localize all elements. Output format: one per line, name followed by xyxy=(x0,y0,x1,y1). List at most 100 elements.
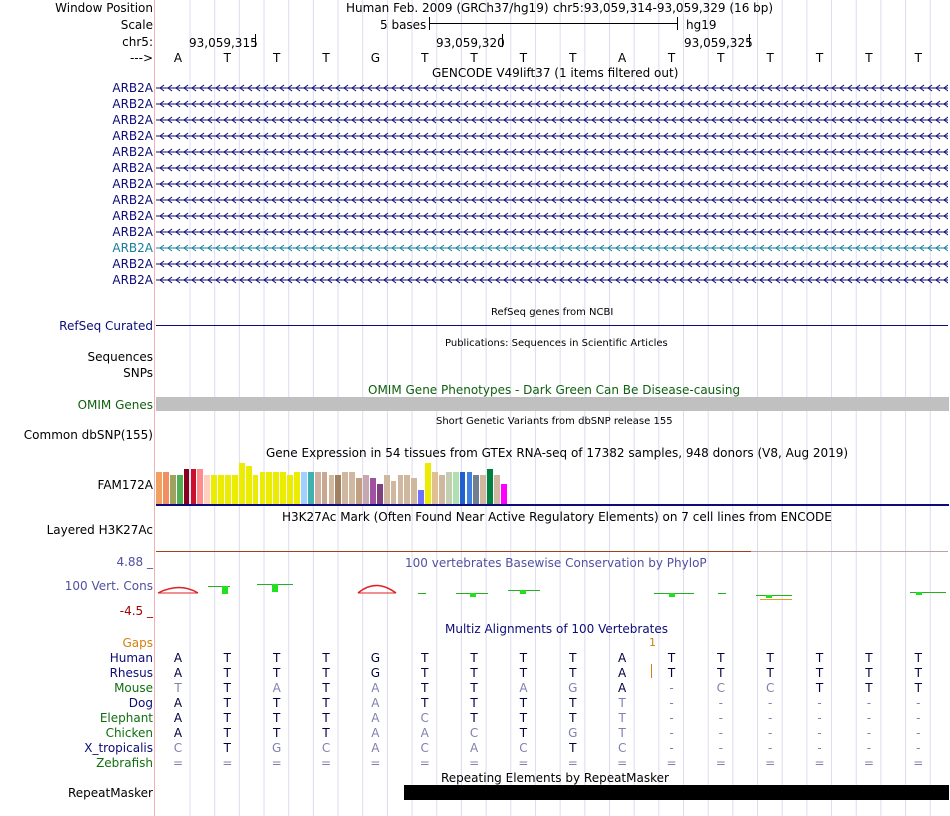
gencode-gene-label[interactable]: ARB2A xyxy=(112,145,153,159)
gencode-gene-label[interactable]: ARB2A xyxy=(112,177,153,191)
species-label[interactable]: Dog xyxy=(128,696,153,710)
gtex-tissue-bar[interactable] xyxy=(425,463,431,504)
gtex-tissue-bar[interactable] xyxy=(231,475,238,504)
gtex-tissue-bar[interactable] xyxy=(356,478,362,504)
gtex-tissue-bar[interactable] xyxy=(321,472,328,504)
dbsnp-track-label[interactable]: Common dbSNP(155) xyxy=(23,428,153,442)
phylop-track-label[interactable]: 100 Vert. Cons xyxy=(64,579,153,593)
gtex-tissue-bar[interactable] xyxy=(452,472,459,504)
gtex-tissue-bar[interactable] xyxy=(294,472,300,504)
gtex-tissue-bar[interactable] xyxy=(438,475,445,504)
gtex-tissue-bar[interactable] xyxy=(432,472,438,504)
gtex-track-label[interactable]: FAM172A xyxy=(97,478,153,492)
gencode-gene-label[interactable]: ARB2A xyxy=(112,97,153,111)
repeatmasker-track-label[interactable]: RepeatMasker xyxy=(67,786,153,800)
gencode-gene-feature[interactable] xyxy=(156,161,948,175)
gtex-tissue-bar[interactable] xyxy=(342,472,349,504)
gencode-gene-feature[interactable] xyxy=(156,177,948,191)
species-label[interactable]: Zebrafish xyxy=(96,756,153,770)
gtex-tissue-bar[interactable] xyxy=(300,472,307,504)
refseq-track-label[interactable]: RefSeq Curated xyxy=(59,319,153,333)
gencode-gene-label[interactable]: ARB2A xyxy=(112,209,153,223)
gtex-tissue-bar[interactable] xyxy=(349,472,356,504)
gtex-tissue-bar[interactable] xyxy=(252,475,259,504)
gencode-gene-feature[interactable] xyxy=(156,225,948,239)
h3k27ac-track-label[interactable]: Layered H3K27Ac xyxy=(46,523,153,537)
gencode-gene-label[interactable]: ARB2A xyxy=(112,241,153,255)
gtex-tissue-bar[interactable] xyxy=(211,475,218,504)
gtex-tissue-bar[interactable] xyxy=(404,475,411,504)
gtex-tissue-bar[interactable] xyxy=(494,475,500,504)
gtex-tissue-bar[interactable] xyxy=(418,490,425,504)
gencode-gene-label[interactable]: ARB2A xyxy=(112,193,153,207)
gencode-gene-label[interactable]: ARB2A xyxy=(112,257,153,271)
gtex-tissue-bar[interactable] xyxy=(183,469,190,504)
species-label[interactable]: Elephant xyxy=(99,711,153,725)
gtex-tissue-bar[interactable] xyxy=(197,469,204,504)
gtex-tissue-bar[interactable] xyxy=(411,478,418,504)
gtex-tissue-bar[interactable] xyxy=(225,475,231,504)
gencode-gene-label[interactable]: ARB2A xyxy=(112,273,153,287)
gtex-tissue-bar[interactable] xyxy=(307,472,314,504)
gencode-gene-label[interactable]: ARB2A xyxy=(112,161,153,175)
gtex-tissue-bar[interactable] xyxy=(501,484,507,504)
gencode-gene-label[interactable]: ARB2A xyxy=(112,129,153,143)
gtex-tissue-bar[interactable] xyxy=(287,475,293,504)
gencode-gene-feature[interactable] xyxy=(156,273,948,287)
publications-snps-label[interactable]: SNPs xyxy=(123,366,153,380)
gtex-tissue-bar[interactable] xyxy=(245,466,252,504)
gtex-tissue-bar[interactable] xyxy=(266,472,273,504)
strand-arrow xyxy=(639,196,645,204)
gtex-tissue-bar[interactable] xyxy=(190,469,197,504)
omim-track-label[interactable]: OMIM Genes xyxy=(77,398,153,412)
gtex-tissue-bar[interactable] xyxy=(176,475,183,504)
species-label[interactable]: Human xyxy=(109,651,153,665)
gtex-tissue-bar[interactable] xyxy=(280,472,287,504)
publications-sequences-label[interactable]: Sequences xyxy=(87,350,153,364)
gencode-gene-feature[interactable] xyxy=(156,97,948,111)
gtex-tissue-bar[interactable] xyxy=(487,469,494,504)
strand-arrow xyxy=(423,196,429,204)
species-label[interactable]: Chicken xyxy=(105,726,153,740)
species-label[interactable]: X_tropicalis xyxy=(84,741,153,755)
gencode-gene-feature[interactable] xyxy=(156,129,948,143)
gtex-tissue-bar[interactable] xyxy=(369,478,376,504)
gtex-tissue-bar[interactable] xyxy=(363,475,369,504)
gtex-tissue-bar[interactable] xyxy=(169,475,176,504)
gtex-tissue-bar[interactable] xyxy=(273,472,280,504)
gencode-gene-feature[interactable] xyxy=(156,113,948,127)
gencode-gene-feature[interactable] xyxy=(156,209,948,223)
species-label[interactable]: Mouse xyxy=(114,681,153,695)
gtex-tissue-bar[interactable] xyxy=(390,481,397,504)
gtex-tissue-bar[interactable] xyxy=(397,475,404,504)
gencode-gene-feature[interactable] xyxy=(156,257,948,271)
phylop-plot[interactable] xyxy=(156,576,950,600)
gtex-tissue-bar[interactable] xyxy=(238,463,245,504)
gtex-tissue-bar[interactable] xyxy=(445,472,452,504)
aligned-base: T xyxy=(223,741,232,755)
gencode-gene-label[interactable]: ARB2A xyxy=(112,81,153,95)
repeatmasker-feature-bar[interactable] xyxy=(404,785,949,800)
gtex-tissue-bar[interactable] xyxy=(480,475,487,504)
gtex-tissue-bar[interactable] xyxy=(259,472,266,504)
gencode-gene-feature[interactable] xyxy=(156,193,948,207)
gtex-tissue-bar[interactable] xyxy=(204,475,211,504)
gtex-tissue-bar[interactable] xyxy=(328,475,335,504)
species-label[interactable]: Rhesus xyxy=(109,666,153,680)
gtex-tissue-bar[interactable] xyxy=(335,475,342,504)
omim-feature-bar[interactable] xyxy=(156,397,949,411)
gtex-tissue-bar[interactable] xyxy=(314,472,321,504)
gencode-gene-feature[interactable] xyxy=(156,241,948,255)
gencode-gene-label[interactable]: ARB2A xyxy=(112,113,153,127)
gtex-tissue-bar[interactable] xyxy=(459,472,466,504)
gtex-tissue-bar[interactable] xyxy=(376,484,383,504)
gtex-tissue-bar[interactable] xyxy=(162,472,169,504)
gtex-tissue-bar[interactable] xyxy=(156,472,162,504)
gtex-tissue-bar[interactable] xyxy=(466,472,473,504)
gencode-gene-label[interactable]: ARB2A xyxy=(112,225,153,239)
gtex-tissue-bar[interactable] xyxy=(473,475,480,504)
gencode-gene-feature[interactable] xyxy=(156,81,948,95)
gtex-tissue-bar[interactable] xyxy=(218,475,224,504)
gtex-tissue-bar[interactable] xyxy=(383,475,390,504)
gencode-gene-feature[interactable] xyxy=(156,145,948,159)
